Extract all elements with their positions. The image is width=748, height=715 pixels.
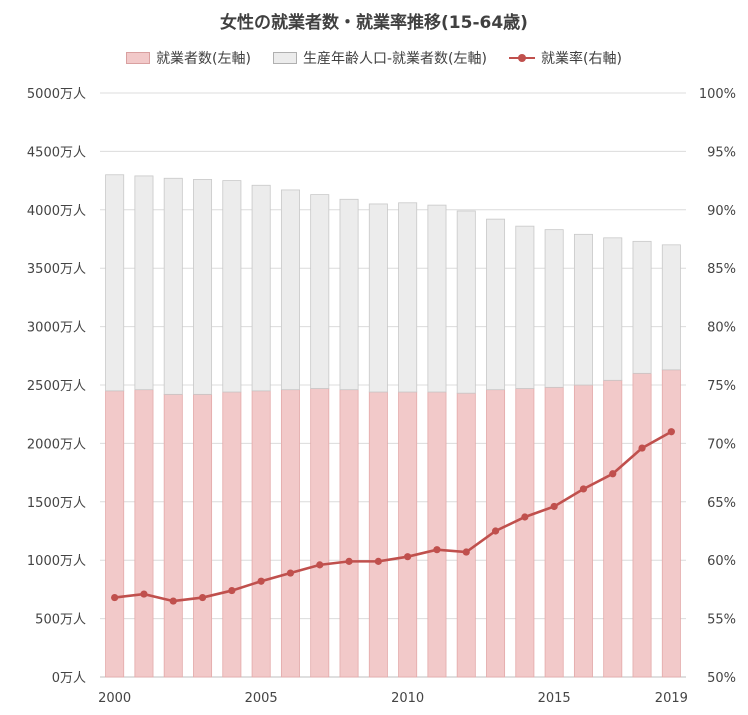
bar-non-employed [662,245,680,370]
bar-employed [574,385,592,677]
bar-employed [399,392,417,677]
y-left-tick-label: 0万人 [52,671,86,686]
bar-non-employed [604,238,622,380]
employment-rate-point [140,590,147,597]
bar-employed [457,393,475,677]
y-right-tick-label: 85% [707,262,736,277]
employment-rate-point [375,558,382,565]
bar-non-employed [516,226,534,388]
bar-employed [369,392,387,677]
bar-employed [223,392,241,677]
x-tick-label: 2019 [655,691,688,706]
employment-rate-point [668,428,675,435]
employment-rate-point [551,503,558,510]
bar-non-employed [633,241,651,373]
bar-non-employed [457,211,475,393]
employment-rate-point [492,527,499,534]
bar-non-employed [135,176,153,390]
y-left-tick-label: 2500万人 [27,379,86,394]
bar-non-employed [106,175,124,391]
bar-employed [545,387,563,677]
bar-non-employed [311,195,329,389]
bar-non-employed [545,230,563,388]
y-right-tick-label: 90% [707,204,736,219]
y-right-tick-label: 65% [707,496,736,511]
employment-rate-point [199,594,206,601]
bar-employed [662,370,680,677]
y-right-tick-label: 100% [699,87,736,102]
bar-layer [106,175,681,677]
bar-employed [516,389,534,677]
bar-non-employed [281,190,299,390]
x-tick-label: 2015 [538,691,571,706]
bar-employed [281,390,299,677]
y-left-tick-label: 500万人 [35,613,86,628]
bar-non-employed [223,181,241,392]
bar-non-employed [369,204,387,392]
employment-rate-point [170,597,177,604]
y-left-tick-label: 3500万人 [27,262,86,277]
employment-rate-point [638,444,645,451]
y-left-tick-label: 3000万人 [27,321,86,336]
y-left-tick-label: 4000万人 [27,204,86,219]
employment-rate-point [580,485,587,492]
bar-employed [252,391,270,677]
bar-non-employed [428,205,446,392]
bar-employed [135,390,153,677]
bar-non-employed [252,185,270,391]
employment-rate-point [463,548,470,555]
bar-employed [633,373,651,677]
grid-lines [100,93,686,677]
employment-rate-point [111,594,118,601]
employment-rate-point [345,558,352,565]
employment-rate-point [609,470,616,477]
bar-non-employed [574,234,592,385]
employment-rate-point [258,578,265,585]
y-right-tick-label: 50% [707,671,736,686]
bar-employed [604,380,622,677]
y-right-tick-label: 55% [707,613,736,628]
y-right-tick-label: 95% [707,145,736,160]
bar-non-employed [399,203,417,392]
y-right-tick-label: 60% [707,554,736,569]
y-left-tick-label: 4500万人 [27,145,86,160]
x-tick-label: 2010 [391,691,424,706]
employment-rate-point [287,569,294,576]
bar-employed [106,391,124,677]
y-left-tick-label: 1500万人 [27,496,86,511]
bar-non-employed [164,178,182,394]
bar-employed [428,392,446,677]
employment-rate-point [228,587,235,594]
y-right-tick-label: 80% [707,321,736,336]
bar-employed [193,394,211,677]
x-tick-label: 2005 [245,691,278,706]
bar-non-employed [193,179,211,394]
employment-rate-point [404,553,411,560]
bar-non-employed [486,219,504,390]
x-tick-label: 2000 [98,691,131,706]
employment-rate-point [521,513,528,520]
y-left-tick-label: 1000万人 [27,554,86,569]
y-right-tick-label: 75% [707,379,736,394]
y-left-tick-label: 2000万人 [27,437,86,452]
employment-rate-point [433,546,440,553]
y-left-tick-label: 5000万人 [27,87,86,102]
bar-employed [311,389,329,677]
employment-rate-point [316,561,323,568]
bar-employed [340,390,358,677]
bar-non-employed [340,199,358,389]
y-right-tick-label: 70% [707,437,736,452]
bar-employed [164,394,182,677]
